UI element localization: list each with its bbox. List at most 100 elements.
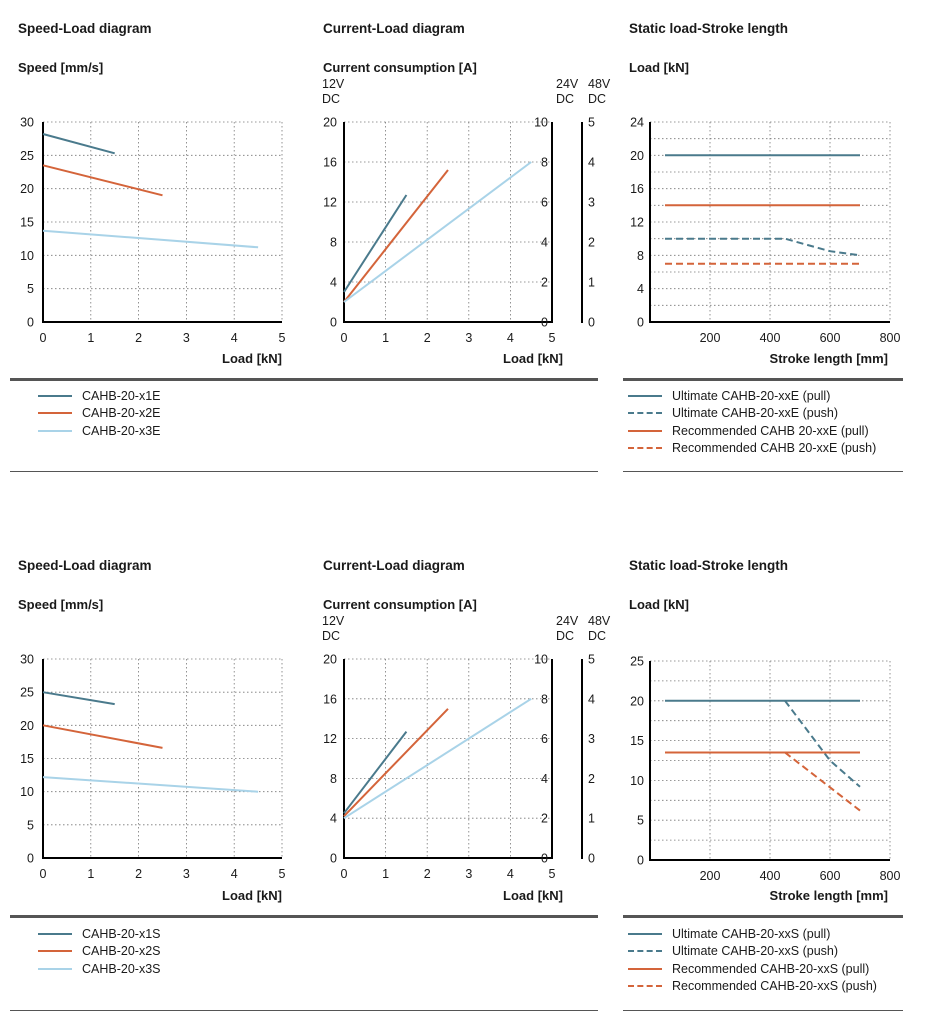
current-y-label: Current consumption [A]: [323, 597, 477, 612]
divider: [623, 471, 903, 472]
series-line: [42, 776, 259, 793]
legend-item: CAHB-20-x1E: [38, 387, 161, 405]
y-tick-label: 24: [630, 116, 644, 130]
x-tick-label: 2: [424, 867, 431, 881]
dc48-label: 48V DC: [588, 614, 611, 643]
y-tick-label-48v: 0: [588, 316, 595, 330]
x-tick-label: 5: [279, 867, 286, 881]
y-tick-label: 12: [630, 216, 644, 230]
x-tick-label: 200: [700, 869, 721, 883]
divider: [10, 471, 598, 472]
static-y-label: Load [kN]: [629, 597, 689, 612]
y-tick-label: 5: [27, 282, 34, 296]
speed-chart-title: Speed-Load diagram: [18, 558, 152, 573]
x-tick-label: 3: [465, 867, 472, 881]
y-tick-label: 0: [27, 852, 34, 866]
x-tick-label: 400: [760, 869, 781, 883]
x-tick-label: 3: [465, 331, 472, 345]
dc48-label: 48V DC: [588, 77, 611, 106]
y-tick-label-24v: 6: [541, 196, 548, 210]
series-line: [343, 697, 532, 820]
x-tick-label: 0: [40, 867, 47, 881]
x-tick-label: 5: [279, 331, 286, 345]
static-chart-title: Static load-Stroke length: [629, 21, 789, 36]
y-tick-label-48v: 4: [588, 692, 595, 706]
x-tick-label: 2: [135, 331, 142, 345]
y-tick-label: 0: [637, 316, 644, 330]
speed-x-label: Load [kN]: [222, 888, 282, 903]
divider: [10, 1010, 598, 1011]
y-tick-label: 10: [630, 774, 644, 788]
y-tick-label-12v: 4: [330, 276, 337, 290]
x-tick-label: 1: [382, 331, 389, 345]
legend-item: CAHB-20-x3E: [38, 422, 161, 440]
y-tick-label-24v: 10: [534, 653, 548, 667]
y-tick-label-24v: 0: [541, 852, 548, 866]
legend-left-s: CAHB-20-x1S CAHB-20-x2S CAHB-20-x3S: [38, 925, 161, 978]
static-chart-title: Static load-Stroke length: [629, 558, 789, 573]
y-tick-label-12v: 8: [330, 236, 337, 250]
y-tick-label-24v: 4: [541, 772, 548, 786]
x-tick-label: 0: [341, 331, 348, 345]
y-tick-label-12v: 12: [323, 732, 337, 746]
y-tick-label: 20: [630, 694, 644, 708]
y-tick-label: 5: [27, 818, 34, 832]
legend-item: CAHB-20-x3S: [38, 960, 161, 978]
x-tick-label: 1: [87, 867, 94, 881]
y-tick-label-48v: 2: [588, 772, 595, 786]
x-tick-label: 600: [820, 869, 841, 883]
series-line: [665, 237, 861, 257]
x-tick-label: 5: [549, 867, 556, 881]
divider: [10, 915, 598, 918]
y-tick-label: 15: [20, 216, 34, 230]
series-line: [42, 133, 115, 155]
legend-right-s: Ultimate CAHB-20-xxS (pull) Ultimate CAH…: [628, 925, 877, 995]
series-line: [42, 724, 163, 749]
current-x-label: Load [kN]: [503, 888, 563, 903]
y-tick-label: 15: [630, 734, 644, 748]
current-x-label: Load [kN]: [503, 351, 563, 366]
y-tick-label-24v: 6: [541, 732, 548, 746]
dc24-label: 24V DC: [556, 614, 579, 643]
x-tick-label: 1: [87, 331, 94, 345]
y-tick-label-24v: 8: [541, 692, 548, 706]
speed-chart-title: Speed-Load diagram: [18, 21, 152, 36]
y-tick-label: 16: [630, 182, 644, 196]
y-tick-label-12v: 20: [323, 653, 337, 667]
y-tick-label-48v: 3: [588, 196, 595, 210]
y-tick-label-24v: 10: [534, 116, 548, 130]
x-tick-label: 2: [424, 331, 431, 345]
y-tick-label-48v: 0: [588, 852, 595, 866]
y-tick-label: 25: [20, 149, 34, 163]
y-tick-label-48v: 5: [588, 653, 595, 667]
legend-item: Ultimate CAHB-20-xxE (pull): [628, 387, 876, 405]
series-line: [784, 700, 861, 788]
series-line: [343, 161, 532, 303]
static-y-label: Load [kN]: [629, 60, 689, 75]
y-tick-label-12v: 8: [330, 772, 337, 786]
x-tick-label: 200: [700, 331, 721, 345]
y-tick-label-12v: 16: [323, 692, 337, 706]
x-tick-label: 4: [231, 867, 238, 881]
legend-item: CAHB-20-x2S: [38, 943, 161, 961]
series-line: [42, 229, 259, 249]
current-chart-title: Current-Load diagram: [323, 21, 465, 36]
y-tick-label: 0: [637, 854, 644, 868]
y-tick-label: 10: [20, 785, 34, 799]
y-tick-label: 5: [637, 814, 644, 828]
series-line: [343, 169, 449, 303]
legend-item: Recommended CAHB 20-xxE (push): [628, 440, 876, 458]
legend-item: Ultimate CAHB-20-xxS (push): [628, 943, 877, 961]
y-tick-label: 4: [637, 282, 644, 296]
legend-item: Recommended CAHB 20-xxE (pull): [628, 422, 876, 440]
y-tick-label-48v: 2: [588, 236, 595, 250]
current-chart-title: Current-Load diagram: [323, 558, 465, 573]
x-tick-label: 600: [820, 331, 841, 345]
y-tick-label: 0: [27, 316, 34, 330]
x-tick-label: 5: [549, 331, 556, 345]
